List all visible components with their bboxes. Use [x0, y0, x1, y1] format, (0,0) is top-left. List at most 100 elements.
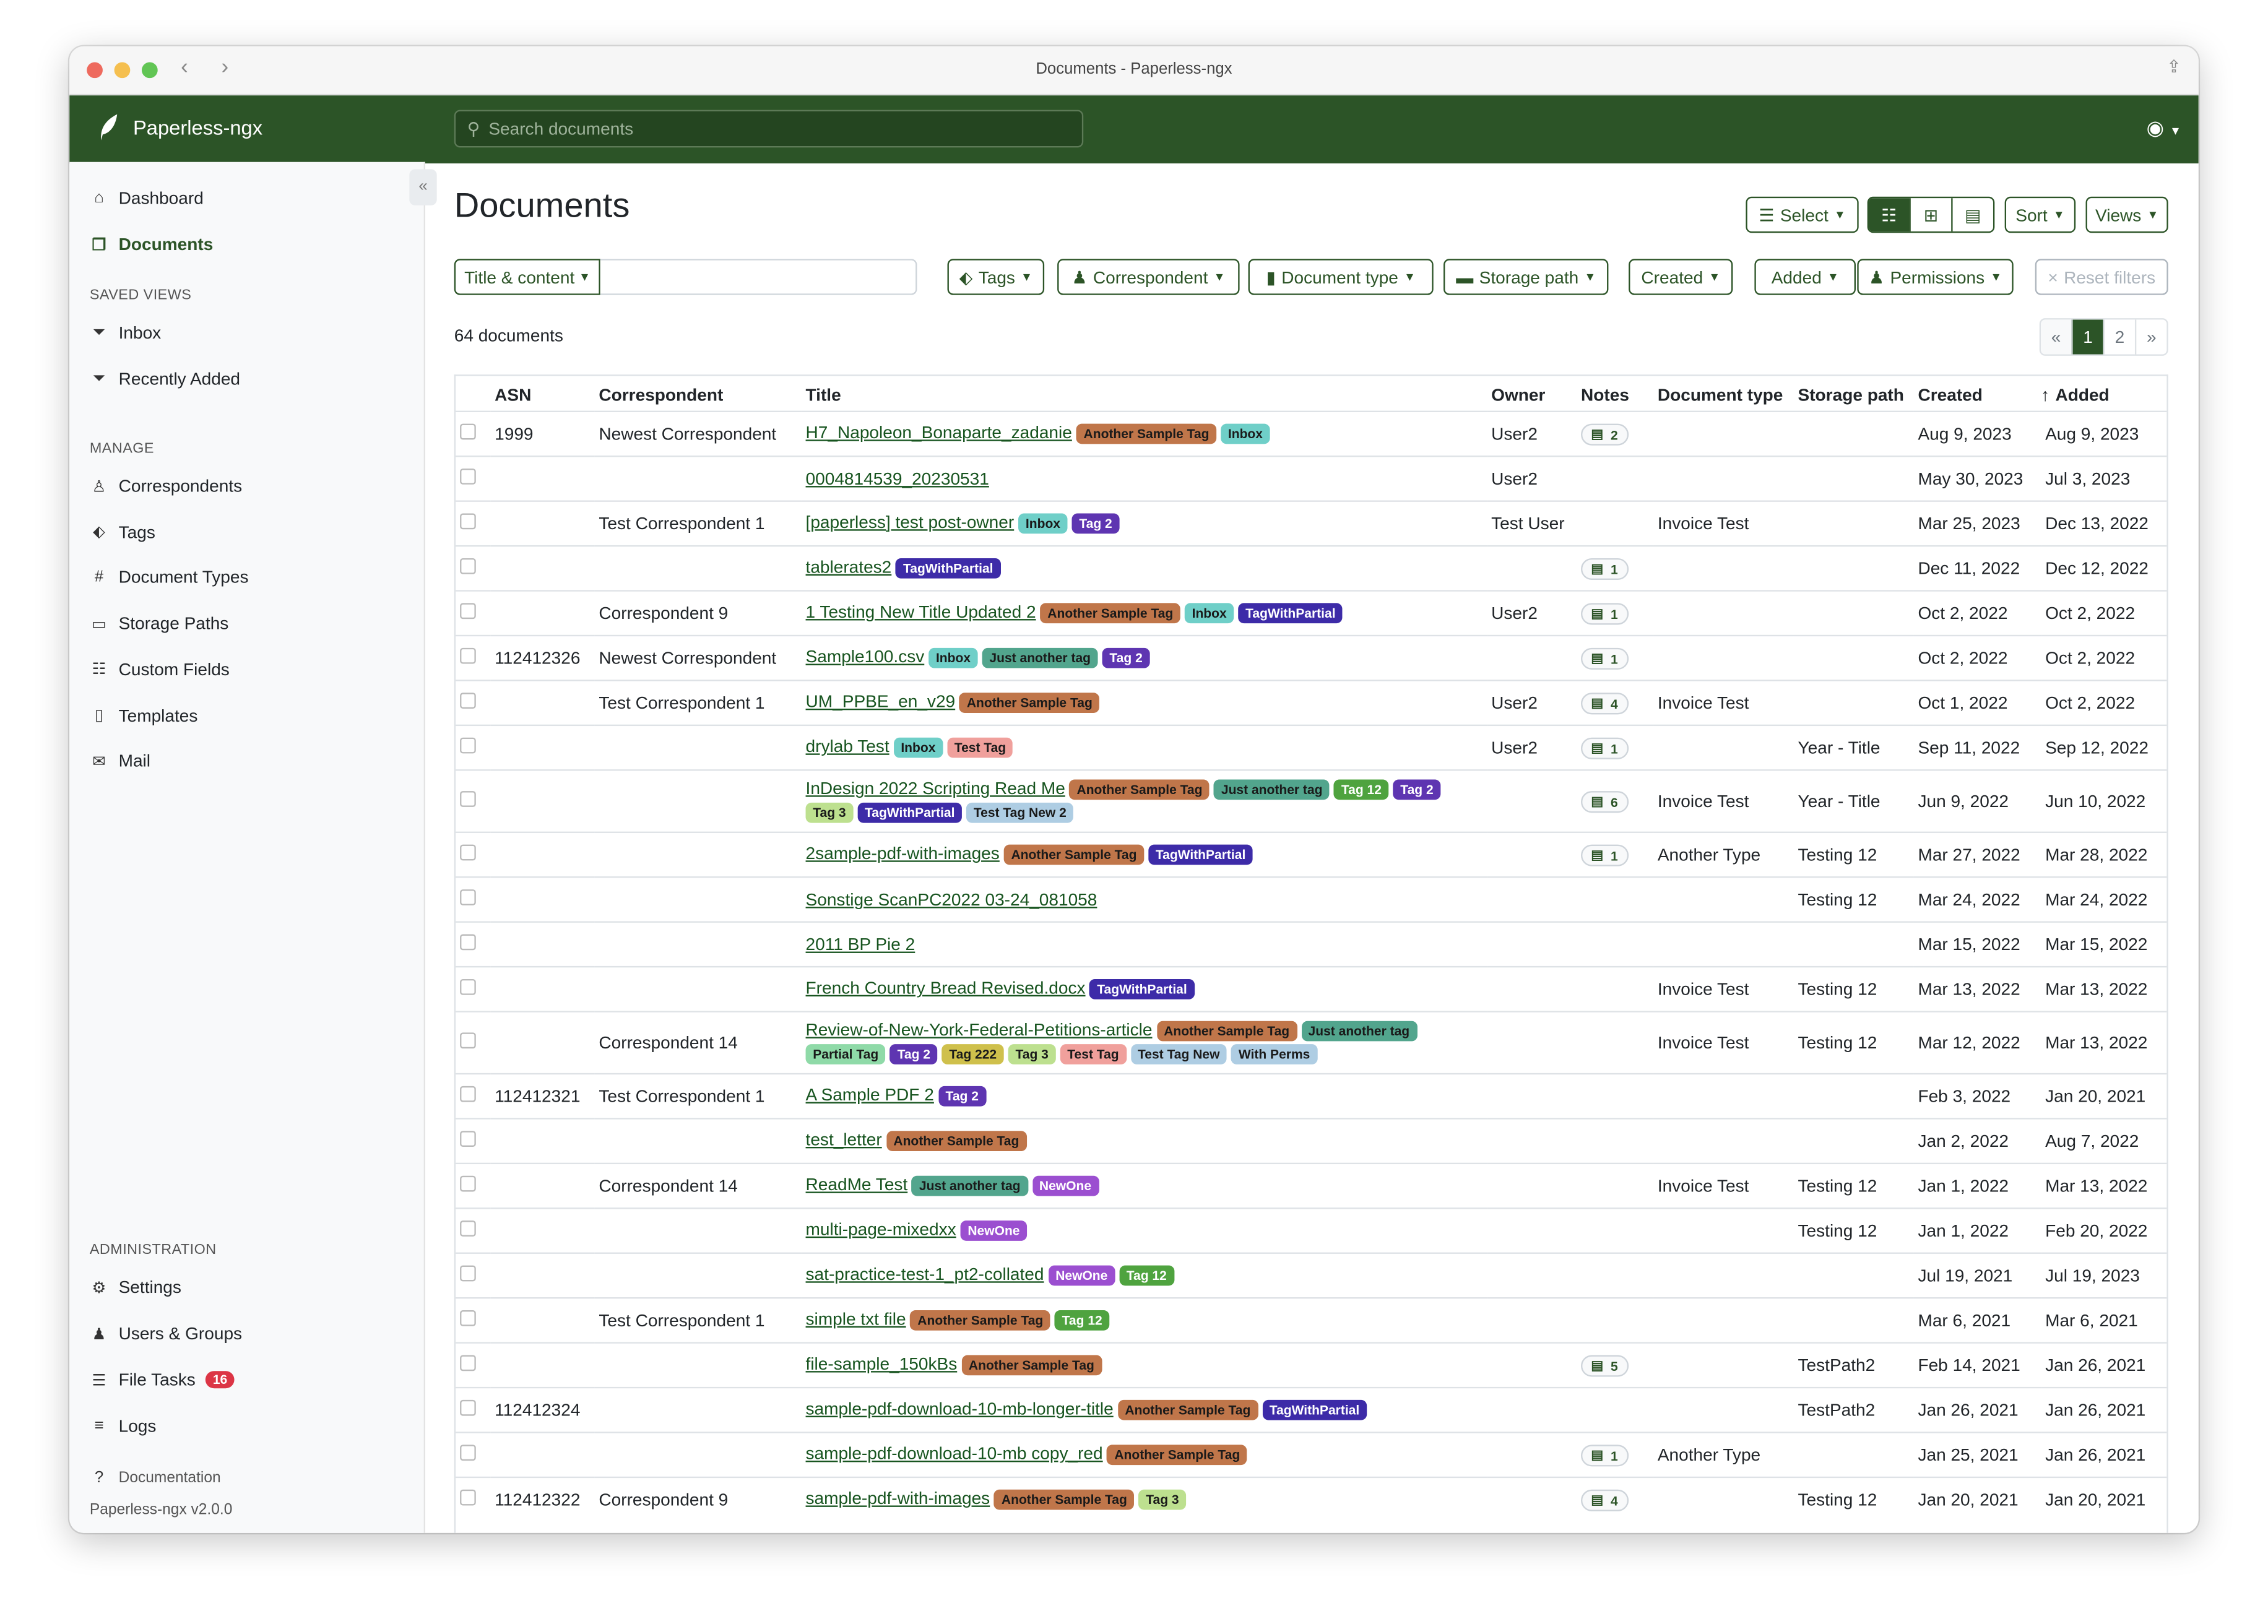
- sidebar-item-users-groups[interactable]: ♟ Users & Groups: [90, 1323, 243, 1344]
- row-checkbox[interactable]: [460, 1086, 476, 1102]
- collapse-sidebar-button[interactable]: «: [409, 169, 437, 205]
- column-header-correspondent[interactable]: Correspondent: [594, 376, 801, 412]
- user-menu-button[interactable]: ◉ ▼: [2147, 116, 2181, 140]
- table-row[interactable]: 112412326 Newest Correspondent Sample100.c…: [456, 634, 2167, 681]
- table-row[interactable]: test_letter Another Sample Tag Jan 2, 2022…: [456, 1118, 2167, 1164]
- tag-badge[interactable]: Tag 2: [889, 1044, 938, 1065]
- minimize-window-button[interactable]: [114, 62, 131, 79]
- pagination-page-1[interactable]: 1: [2071, 319, 2103, 355]
- table-row[interactable]: Correspondent 9 1 Testing New Title Updat…: [456, 590, 2167, 636]
- notes-badge[interactable]: ▤ 1: [1581, 603, 1629, 625]
- created-filter-button[interactable]: Created ▼: [1629, 259, 1733, 295]
- table-row[interactable]: 0004814539_20230531 User2 May 30, 2023 Jul …: [456, 456, 2167, 501]
- tag-badge[interactable]: Another Sample Tag: [886, 1131, 1027, 1152]
- tag-badge[interactable]: Tag 2: [1393, 779, 1441, 800]
- table-row[interactable]: Correspondent 14 ReadMe Test Just another …: [456, 1162, 2167, 1209]
- tag-badge[interactable]: TagWithPartial: [857, 802, 963, 823]
- tag-badge[interactable]: Tag 222: [941, 1044, 1004, 1065]
- notes-badge[interactable]: ▤ 5: [1581, 1355, 1629, 1377]
- row-checkbox[interactable]: [460, 647, 476, 664]
- row-checkbox[interactable]: [460, 1265, 476, 1282]
- table-row[interactable]: Test Correspondent 1 UM_PPBE_en_v29 Anothe…: [456, 680, 2167, 725]
- table-row[interactable]: 112412324 sample-pdf-download-10-mb-longe…: [456, 1386, 2167, 1433]
- view-small-cards-button[interactable]: ⊞: [1909, 198, 1951, 231]
- document-title-link[interactable]: 2011 BP Pie 2: [805, 934, 915, 955]
- notes-badge[interactable]: ▤ 1: [1581, 737, 1629, 759]
- tag-badge[interactable]: Tag 2: [938, 1086, 986, 1107]
- tag-badge[interactable]: Inbox: [928, 647, 978, 668]
- tag-badge[interactable]: TagWithPartial: [896, 558, 1001, 579]
- sidebar-item-documents[interactable]: ❐ Documents: [90, 235, 214, 255]
- share-icon[interactable]: ⇪: [2166, 56, 2181, 77]
- storage-path-filter-button[interactable]: ▬ Storage path ▼: [1443, 259, 1609, 295]
- pagination-page-2[interactable]: 2: [2103, 319, 2135, 355]
- tag-badge[interactable]: Test Tag: [947, 737, 1013, 758]
- document-title-link[interactable]: sample-pdf-download-10-mb-longer-title: [805, 1398, 1114, 1419]
- tag-badge[interactable]: Another Sample Tag: [1117, 1399, 1258, 1420]
- tag-badge[interactable]: Another Sample Tag: [1107, 1445, 1247, 1466]
- document-title-link[interactable]: 2sample-pdf-with-images: [805, 843, 1000, 864]
- tag-badge[interactable]: Tag 3: [1008, 1044, 1056, 1065]
- column-header-notes[interactable]: Notes: [1577, 376, 1653, 412]
- tag-badge[interactable]: Just another tag: [912, 1175, 1028, 1196]
- document-title-link[interactable]: A Sample PDF 2: [805, 1084, 934, 1105]
- table-row[interactable]: 2sample-pdf-with-images Another Sample Ta…: [456, 831, 2167, 878]
- tag-badge[interactable]: Another Sample Tag: [1003, 844, 1145, 865]
- row-checkbox[interactable]: [460, 1489, 476, 1506]
- row-checkbox[interactable]: [460, 469, 476, 485]
- document-title-link[interactable]: Review-of-New-York-Federal-Petitions-art…: [805, 1019, 1153, 1040]
- tag-badge[interactable]: NewOne: [1048, 1265, 1115, 1286]
- document-title-link[interactable]: file-sample_150kBs: [805, 1354, 958, 1374]
- tag-badge[interactable]: Partial Tag: [805, 1044, 886, 1065]
- correspondent-filter-button[interactable]: ♟ Correspondent ▼: [1057, 259, 1240, 295]
- column-header-added[interactable]: ↑ Added: [2041, 376, 2166, 412]
- document-title-link[interactable]: ReadMe Test: [805, 1174, 908, 1195]
- tag-badge[interactable]: Another Sample Tag: [961, 1355, 1102, 1376]
- document-title-link[interactable]: French Country Bread Revised.docx: [805, 977, 1086, 998]
- view-table-button[interactable]: ☷: [1869, 198, 1910, 231]
- document-title-link[interactable]: H7_Napoleon_Bonaparte_zadanie: [805, 422, 1072, 443]
- document-title-link[interactable]: Sonstige ScanPC2022 03-24_081058: [805, 889, 1097, 910]
- select-button[interactable]: ☰ Select ▼: [1746, 196, 1859, 233]
- notes-badge[interactable]: ▤ 2: [1581, 423, 1629, 446]
- pagination-prev[interactable]: «: [2041, 319, 2072, 355]
- row-checkbox[interactable]: [460, 978, 476, 995]
- tag-badge[interactable]: TagWithPartial: [1238, 603, 1343, 624]
- notes-badge[interactable]: ▤ 1: [1581, 1445, 1629, 1467]
- document-title-link[interactable]: sample-pdf-with-images: [805, 1488, 990, 1509]
- table-row[interactable]: multi-page-mixedxx NewOne Testing 12 Jan 1,…: [456, 1207, 2167, 1253]
- tag-badge[interactable]: Tag 3: [1138, 1489, 1187, 1510]
- tag-badge[interactable]: TagWithPartial: [1089, 978, 1195, 1000]
- sidebar-item-tags[interactable]: ⬖ Tags: [90, 522, 155, 542]
- row-checkbox[interactable]: [460, 1131, 476, 1147]
- tag-badge[interactable]: Tag 12: [1119, 1265, 1174, 1286]
- permissions-filter-button[interactable]: ♟ Permissions ▼: [1857, 259, 2014, 295]
- tag-badge[interactable]: Another Sample Tag: [1069, 779, 1210, 800]
- tag-badge[interactable]: Tag 2: [1071, 513, 1120, 534]
- table-row[interactable]: InDesign 2022 Scripting Read Me Another S…: [456, 769, 2167, 832]
- column-header-owner[interactable]: Owner: [1487, 376, 1577, 412]
- sidebar-item-dashboard[interactable]: ⌂ Dashboard: [90, 188, 204, 209]
- table-row[interactable]: 1999 Newest Correspondent H7_Napoleon_Bona…: [456, 410, 2167, 457]
- document-title-link[interactable]: 0004814539_20230531: [805, 469, 989, 489]
- sort-button[interactable]: Sort ▼: [2004, 196, 2076, 233]
- row-checkbox[interactable]: [460, 558, 476, 574]
- column-header-document-type[interactable]: Document type: [1653, 376, 1794, 412]
- row-checkbox[interactable]: [460, 693, 476, 709]
- document-title-link[interactable]: [paperless] test post-owner: [805, 512, 1015, 532]
- tag-badge[interactable]: Another Sample Tag: [910, 1310, 1050, 1331]
- table-row[interactable]: 2011 BP Pie 2 Mar 15, 2022 Mar 15, 2022: [456, 921, 2167, 967]
- row-checkbox[interactable]: [460, 791, 476, 807]
- table-row[interactable]: French Country Bread Revised.docx TagWith…: [456, 965, 2167, 1012]
- sidebar-item-file-tasks[interactable]: ☰ File Tasks 16: [90, 1370, 235, 1390]
- tag-badge[interactable]: Just another tag: [1301, 1021, 1417, 1042]
- document-title-link[interactable]: simple txt file: [805, 1308, 906, 1329]
- reset-filters-button[interactable]: × Reset filters: [2035, 259, 2168, 295]
- tags-filter-button[interactable]: ⬖ Tags ▼: [947, 259, 1045, 295]
- column-header-storage-path[interactable]: Storage path: [1794, 376, 1914, 412]
- sidebar-item-templates[interactable]: ▯ Templates: [90, 705, 197, 725]
- notes-badge[interactable]: ▤ 1: [1581, 647, 1629, 670]
- tag-badge[interactable]: TagWithPartial: [1262, 1399, 1367, 1420]
- column-header-title[interactable]: Title: [802, 376, 1487, 412]
- views-button[interactable]: Views ▼: [2085, 196, 2168, 233]
